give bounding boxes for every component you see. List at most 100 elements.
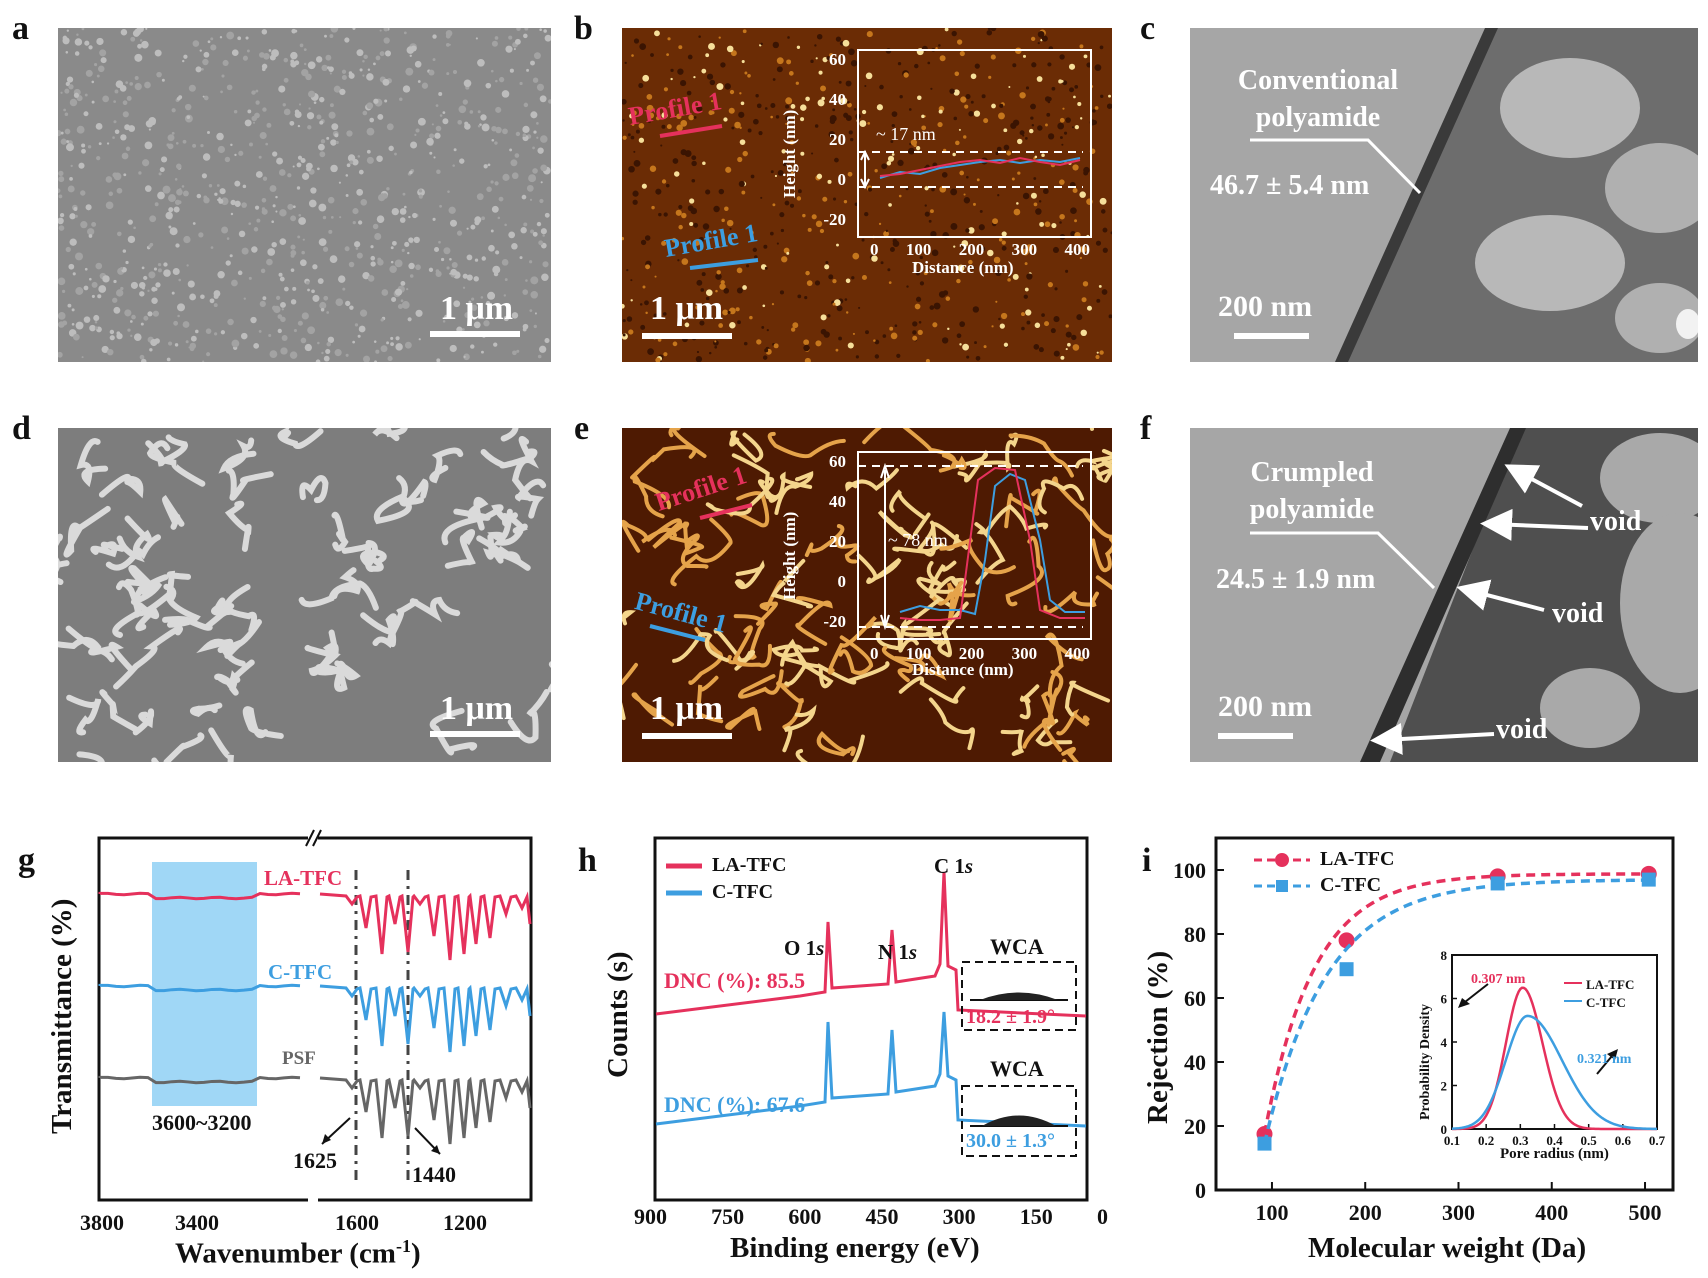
grain [391,296,397,303]
grain [231,49,239,57]
height-annotation: ~ 78 nm [888,530,948,550]
grain [421,82,429,89]
afm-grain [742,29,747,34]
grain [198,232,204,238]
grain [290,253,295,258]
afm-grain [968,259,973,265]
grain [101,345,109,354]
afm-grain [764,107,768,110]
afm-grain [739,139,746,145]
afm-ridge [725,706,762,731]
grain [490,229,494,233]
grain [298,103,302,106]
arrow-head [1458,998,1470,1008]
grain [300,157,306,164]
ridge [500,428,519,442]
grain [81,28,85,31]
afm-grain [622,303,625,309]
grain [182,59,185,63]
grain [354,241,361,248]
grain [539,28,542,32]
grain [279,276,285,282]
grain [417,117,426,126]
inset-frame [1451,954,1658,1130]
afm-grain [649,165,657,172]
afm-grain [760,196,763,199]
grain [269,185,277,193]
grain [89,277,92,281]
afm-ridge [757,471,813,500]
afm-grain [1076,314,1083,321]
grain [530,276,539,285]
grain [435,125,442,132]
scale-bar [642,733,732,739]
afm-grain [855,355,859,359]
afm-grain [656,116,661,121]
panel-label-a: a [12,10,29,47]
grain [499,76,505,83]
grain [234,180,241,187]
afm-grain [741,59,745,64]
afm-grain [770,115,773,119]
afm-grain [772,203,776,207]
grain [475,37,478,40]
afm-grain [820,314,827,321]
ridge [196,619,262,654]
afm-grain [710,100,714,103]
grain [495,126,502,134]
wca-label: WCA [990,934,1044,959]
grain [266,122,272,128]
afm-grain [691,155,697,161]
grain [64,128,71,135]
afm-grain [699,320,705,326]
afm-grain [713,205,720,213]
afm-grain [832,278,837,284]
grain [267,248,276,256]
grain [468,300,472,304]
grain [318,238,327,247]
grain [167,134,175,142]
afm-ridge [668,428,707,458]
afm-grain [630,279,633,282]
grain [177,303,185,312]
grain [58,312,66,320]
grain [352,340,356,344]
grain [438,240,441,244]
arrow-head [322,1134,331,1144]
afm-grain [999,323,1005,329]
afm-grain [718,36,721,39]
grain [379,51,385,57]
grain [329,255,338,263]
grain [290,268,295,273]
grain [290,299,297,305]
grain [324,34,327,38]
grain [495,250,500,255]
afm-grain [983,345,987,349]
grain [125,81,129,84]
grain [339,88,346,96]
grain [319,301,327,309]
afm-grain [678,45,683,50]
grain [320,308,325,312]
ftir-line-c-tfc [98,983,301,993]
ridge [132,708,155,736]
grain [445,42,450,47]
grain [72,272,76,276]
grain [202,360,205,362]
afm-grain [706,73,714,80]
afm-grain [815,220,823,228]
grain [329,103,334,108]
grain [384,99,388,103]
grain [530,111,538,119]
grain [120,286,124,291]
afm-grain [846,100,850,104]
grain [271,241,277,248]
grain [58,351,63,358]
grain [522,125,530,134]
y-tick-label: 0 [1195,1178,1206,1203]
afm-grain [627,133,631,137]
layer-title-line1: Conventional [1237,65,1399,96]
afm-grain [781,256,788,263]
grain [317,278,324,284]
ridge [487,508,524,546]
